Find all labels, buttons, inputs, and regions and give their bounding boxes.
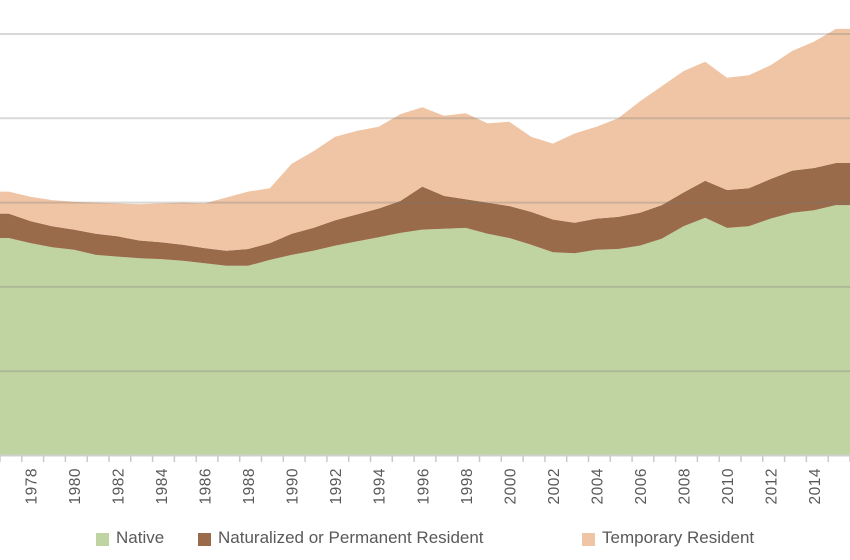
legend-label: Temporary Resident xyxy=(602,528,755,547)
x-tick-label: 1984 xyxy=(154,468,171,504)
area-naturalized-or-permanent-resident xyxy=(0,163,850,266)
x-tick-label: 2010 xyxy=(720,468,737,504)
x-tick-label: 1982 xyxy=(111,468,128,504)
x-tick-label: 2008 xyxy=(677,468,694,504)
x-tick-label: 1992 xyxy=(328,468,345,504)
stacked-area-chart: 1978 1980 1982 1984 1986 1988 1990 1992 1994 1996… xyxy=(0,28,850,504)
x-tick-label: 2004 xyxy=(589,468,606,504)
x-tick-label: 1978 xyxy=(24,468,41,504)
x-tick-label: 1986 xyxy=(198,468,215,504)
x-tick-label: 1994 xyxy=(372,468,389,504)
legend-item-naturalized-or-permanent-resident: Naturalized or Permanent Resident xyxy=(198,528,484,548)
chart-legend: Native Naturalized or Permanent Resident T… xyxy=(0,528,850,554)
legend-item-native: Native xyxy=(96,528,164,548)
area-native xyxy=(0,205,850,456)
x-tick-label: 1998 xyxy=(459,468,476,504)
x-tick-label: 2002 xyxy=(546,468,563,504)
x-tick-label: 2006 xyxy=(633,468,650,504)
x-tick-label: 2012 xyxy=(764,468,781,504)
x-tick-label: 2000 xyxy=(502,468,519,504)
x-tick-label: 1996 xyxy=(415,468,432,504)
legend-swatch-icon xyxy=(198,532,211,546)
x-tick-label: 1990 xyxy=(285,468,302,504)
legend-item-temporary-resident: Temporary Resident xyxy=(582,528,754,548)
legend-swatch-icon xyxy=(96,532,109,546)
legend-label: Naturalized or Permanent Resident xyxy=(218,528,484,547)
legend-swatch-icon xyxy=(582,532,595,546)
x-tick-label: 1980 xyxy=(67,468,84,504)
legend-label: Native xyxy=(116,528,165,547)
x-tick-label: 2014 xyxy=(807,468,824,504)
area-temporary-resident xyxy=(0,28,850,251)
x-tick-label: 1988 xyxy=(241,468,258,504)
